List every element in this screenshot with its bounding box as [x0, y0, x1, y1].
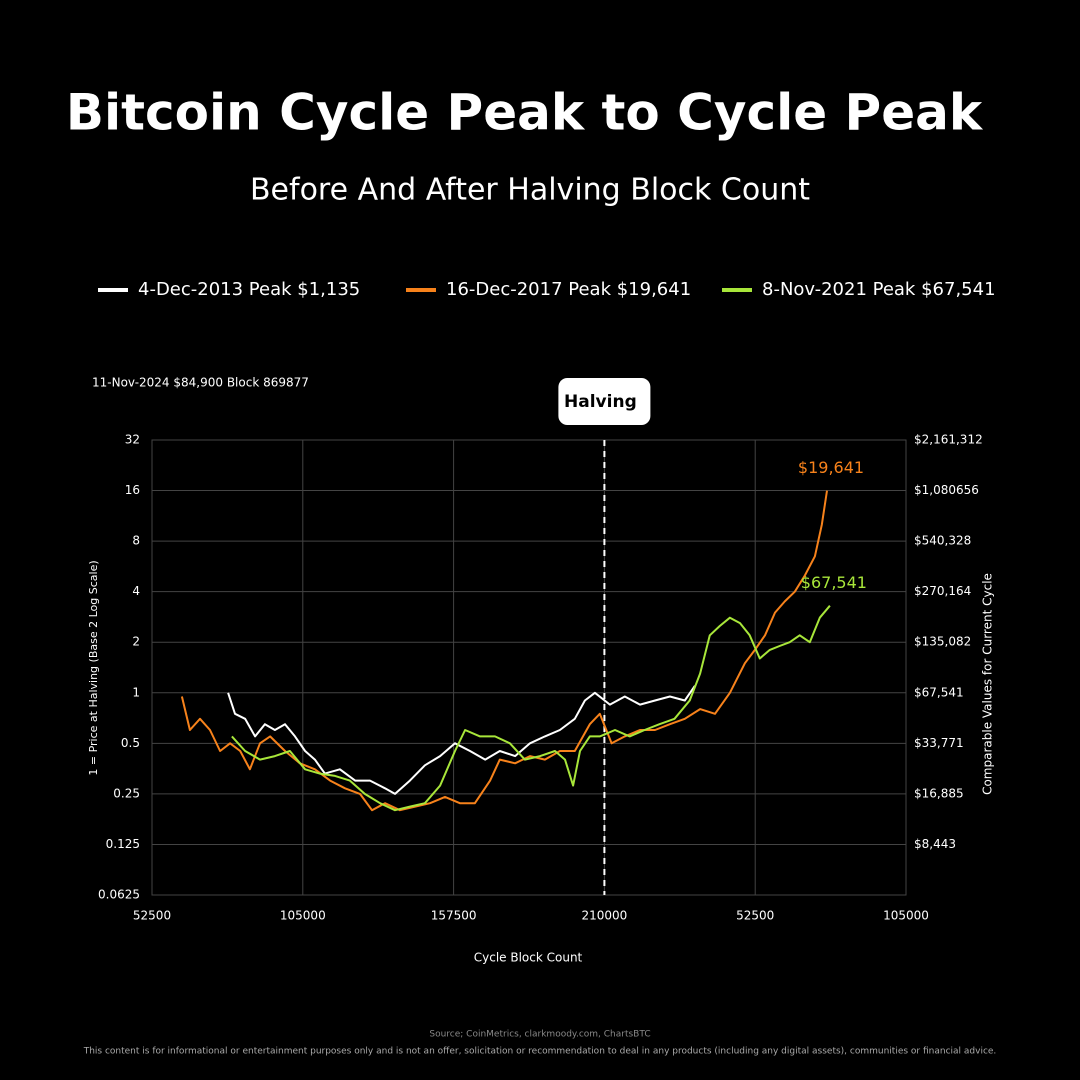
y2-axis-label: Comparable Values for Current Cycle [981, 573, 995, 795]
y-axis-label: 1 = Price at Halving (Base 2 Log Scale) [87, 560, 100, 775]
y-tick-label: 0.5 [121, 736, 140, 750]
legend-label: 4-Dec-2013 Peak $1,135 [138, 279, 360, 300]
y-tick-label: 32 [125, 433, 140, 447]
y2-tick-label: $270,164 [914, 584, 971, 598]
x-tick-label: 52500 [736, 909, 774, 923]
y-tick-label: 2 [132, 635, 140, 649]
y2-tick-label: $33,771 [914, 736, 964, 750]
y2-tick-label: $1,080656 [914, 483, 979, 497]
y-tick-label: 4 [132, 584, 140, 598]
x-axis-label: Cycle Block Count [474, 951, 583, 965]
series-line [180, 490, 828, 812]
chart-title: Bitcoin Cycle Peak to Cycle Peak [66, 84, 984, 142]
source: Source; CoinMetrics, clarkmoody.com, Cha… [429, 1030, 650, 1040]
y-tick-label: 0.25 [113, 786, 140, 800]
chart-subtitle: Before And After Halving Block Count [250, 173, 810, 208]
series-line [227, 685, 696, 795]
annotation: 11-Nov-2024 $84,900 Block 869877 [92, 376, 309, 390]
y2-tick-label: $2,161,312 [914, 433, 983, 447]
x-tick-label: 157500 [431, 909, 477, 923]
y-tick-label: 8 [132, 534, 140, 548]
x-tick-label: 52500 [133, 909, 171, 923]
y-tick-label: 1 [132, 685, 140, 699]
end-label: $19,641 [798, 458, 864, 477]
y2-tick-label: $8,443 [914, 837, 956, 851]
series-line [231, 605, 831, 812]
legend-label: 16-Dec-2017 Peak $19,641 [446, 279, 691, 300]
disclaimer: This content is for informational or ent… [83, 1047, 997, 1057]
y2-tick-label: $67,541 [914, 685, 964, 699]
halving-label: Halving [564, 392, 637, 412]
halving-badge [558, 378, 651, 425]
x-tick-label: 105000 [883, 909, 929, 923]
x-tick-label: 210000 [581, 909, 627, 923]
y-tick-label: 0.125 [106, 837, 140, 851]
y2-tick-label: $540,328 [914, 534, 971, 548]
end-label: $67,541 [801, 573, 867, 592]
x-tick-label: 105000 [280, 909, 326, 923]
y2-tick-label: $16,885 [914, 786, 964, 800]
y-tick-label: 16 [125, 483, 140, 497]
legend-label: 8-Nov-2021 Peak $67,541 [762, 279, 996, 300]
y2-tick-label: $135,082 [914, 635, 971, 649]
y-tick-label: 0.0625 [98, 888, 140, 902]
